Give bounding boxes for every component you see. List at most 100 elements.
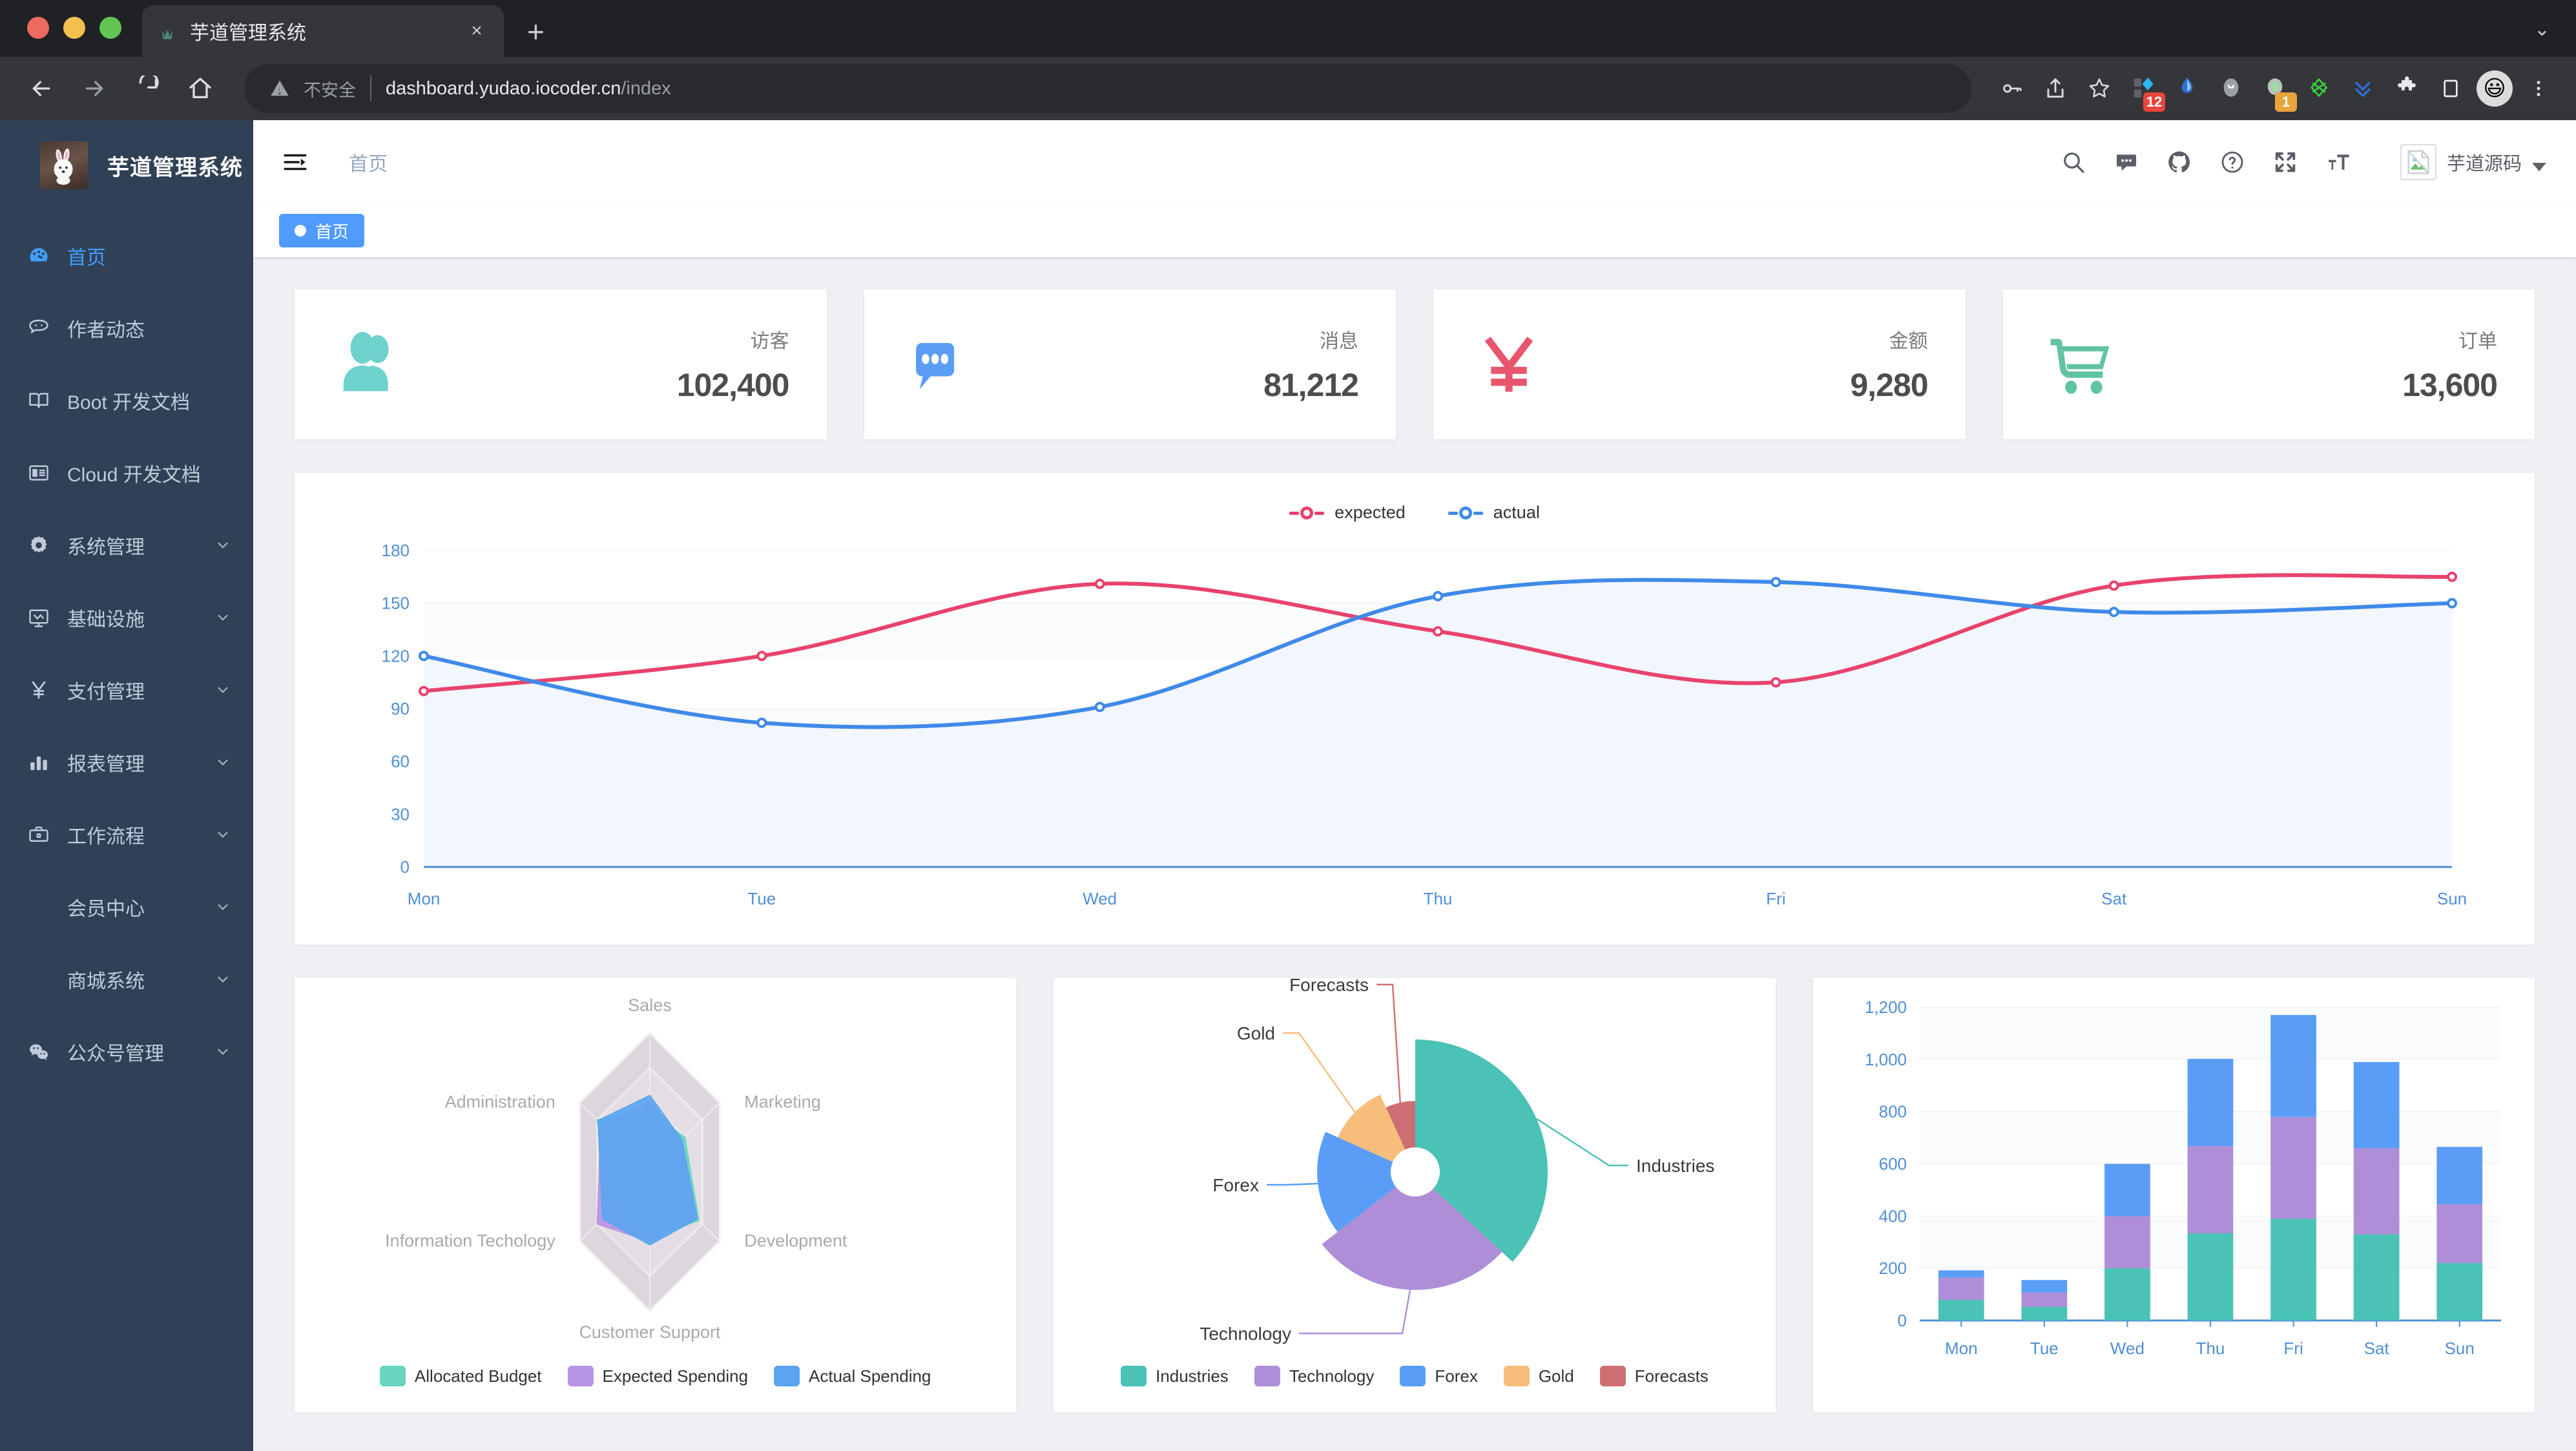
user-name-label: 芋道源码 (2446, 154, 2522, 174)
stat-card-messages[interactable]: 消息 81,212 (864, 289, 1396, 439)
not-secure-icon (270, 79, 289, 98)
font-size-icon[interactable] (2325, 149, 2351, 175)
sidebar-item-label: Cloud 开发文档 (67, 465, 201, 486)
legend-item-technology[interactable]: Technology (1254, 1366, 1374, 1386)
svg-text:Fri: Fri (1766, 889, 1785, 908)
share-icon[interactable] (2035, 68, 2076, 109)
sidebar-item-cloud-docs[interactable]: Cloud 开发文档 (0, 437, 253, 509)
url-text: dashboard.yudao.iocoder.cn/index (386, 78, 671, 99)
sidebar-menu: 首页 作者动态 Boot 开发文档 (0, 211, 253, 1088)
extension-icon-2[interactable] (2166, 68, 2208, 109)
extension-icon-3[interactable] (2210, 68, 2252, 109)
tab-search-icon[interactable]: ⌄ (2533, 19, 2550, 40)
book-icon (27, 389, 67, 412)
security-warning-label: 不安全 (304, 80, 356, 100)
sidebar-item-label: 会员中心 (67, 899, 145, 920)
sidebar-item-mall-system[interactable]: 商城系统 (0, 943, 253, 1016)
stat-card-orders[interactable]: 订单 13,600 (2002, 289, 2535, 439)
stat-label: 访客 (750, 331, 789, 352)
extension-icon-5[interactable] (2298, 68, 2340, 109)
profile-avatar[interactable]: 😃 (2474, 68, 2515, 109)
extension-badge-12: 12 (2143, 92, 2165, 112)
legend-label: Industries (1156, 1366, 1229, 1386)
legend-item-allocated-budget[interactable]: Allocated Budget (379, 1366, 542, 1386)
svg-text:Development: Development (744, 1231, 847, 1251)
legend-item-actual[interactable]: actual (1448, 503, 1540, 523)
close-tab-button[interactable]: × (471, 20, 483, 41)
extension-icon-1[interactable]: 12 (2123, 68, 2165, 112)
sidebar-item-report-management[interactable]: 报表管理 (0, 726, 253, 799)
legend-swatch (567, 1366, 594, 1386)
legend-item-industries[interactable]: Industries (1121, 1366, 1229, 1386)
legend-item-expected-spending[interactable]: Expected Spending (567, 1366, 748, 1386)
extension-icon-6[interactable] (2342, 68, 2384, 109)
reload-button[interactable] (123, 64, 172, 113)
legend-item-expected[interactable]: expected (1289, 503, 1406, 523)
svg-text:Administration: Administration (445, 1092, 556, 1112)
svg-text:Thu: Thu (2196, 1339, 2225, 1358)
legend-item-forecasts[interactable]: Forecasts (1599, 1366, 1709, 1386)
new-tab-button[interactable]: + (527, 15, 545, 48)
legend-label: Forex (1435, 1366, 1478, 1386)
sidebar-brand[interactable]: 芋道管理系统 (0, 120, 253, 211)
browser-tab[interactable]: 芋道管理系统 × (142, 5, 504, 57)
sidebar-item-label: 工作流程 (67, 826, 145, 848)
svg-text:60: 60 (391, 752, 410, 771)
user-menu[interactable]: 芋道源码 (2400, 144, 2546, 180)
password-key-icon[interactable] (1991, 68, 2032, 109)
svg-text:Sales: Sales (628, 996, 672, 1015)
sidebar-item-infrastructure[interactable]: 基础设施 (0, 581, 253, 654)
svg-text:Mon: Mon (1945, 1339, 1978, 1358)
stat-card-visitors[interactable]: 访客 102,400 (295, 289, 827, 439)
tag-item-dashboard[interactable]: 首页 (279, 214, 365, 247)
sidebar-item-wechat-management[interactable]: 公众号管理 (0, 1016, 253, 1088)
top-navbar: 首页 (253, 120, 2576, 204)
legend-item-forex[interactable]: Forex (1400, 1366, 1478, 1386)
sidebar-item-member-center[interactable]: 会员中心 (0, 871, 253, 943)
fullscreen-icon[interactable] (2272, 149, 2298, 175)
sidebar-item-system-management[interactable]: 系统管理 (0, 509, 253, 581)
sidebar-item-workflow[interactable]: 工作流程 (0, 799, 253, 871)
sidebar-item-author-news[interactable]: 作者动态 (0, 292, 253, 364)
browser-menu-button[interactable] (2518, 68, 2559, 109)
sidebar-item-label: 首页 (67, 247, 106, 269)
stat-text: 金额 9,280 (1587, 325, 1928, 404)
extensions-puzzle-icon[interactable] (2386, 68, 2427, 109)
sidebar-item-label: 报表管理 (67, 754, 145, 775)
home-button[interactable] (176, 64, 225, 113)
tab-title: 芋道管理系统 (190, 23, 306, 44)
legend-item-gold[interactable]: Gold (1503, 1366, 1574, 1386)
search-icon[interactable] (2061, 149, 2086, 175)
minimize-window-button[interactable] (63, 17, 85, 39)
forward-button[interactable] (70, 64, 119, 113)
navbar-actions: 芋道源码 (2061, 144, 2546, 180)
stat-card-amount[interactable]: 金额 9,280 (1433, 289, 1966, 439)
brand-logo-avatar (40, 141, 88, 189)
legend-item-actual-spending[interactable]: Actual Spending (774, 1366, 931, 1386)
svg-text:Tue: Tue (2030, 1339, 2059, 1358)
github-icon[interactable] (2166, 149, 2192, 175)
grass-icon (156, 20, 178, 42)
chevron-down-icon (214, 537, 231, 554)
chat-icon[interactable] (2114, 149, 2139, 175)
address-bar[interactable]: 不安全 dashboard.yudao.iocoder.cn/index (244, 64, 1971, 113)
window-controls (27, 17, 121, 39)
back-button[interactable] (17, 64, 66, 113)
sidepanel-icon[interactable] (2430, 68, 2471, 109)
tab-strip: 芋道管理系统 × + ⌄ (0, 0, 2576, 57)
maximize-window-button[interactable] (99, 17, 121, 39)
sidebar-item-payment-management[interactable]: 支付管理 (0, 654, 253, 726)
hamburger-fold-icon[interactable] (282, 149, 320, 176)
svg-text:Forex: Forex (1213, 1175, 1260, 1195)
help-icon[interactable] (2219, 149, 2245, 175)
bookmark-star-icon[interactable] (2079, 68, 2120, 109)
sidebar-item-boot-docs[interactable]: Boot 开发文档 (0, 364, 253, 437)
line-chart-legend: expected actual (295, 503, 2535, 523)
svg-text:180: 180 (382, 541, 410, 560)
extension-icon-4[interactable]: 1 (2254, 68, 2297, 112)
omnibar: 不安全 dashboard.yudao.iocoder.cn/index 12 (0, 57, 2576, 120)
sidebar-item-dashboard[interactable]: 首页 (0, 220, 253, 292)
people-icon (332, 324, 448, 405)
close-window-button[interactable] (27, 17, 49, 39)
